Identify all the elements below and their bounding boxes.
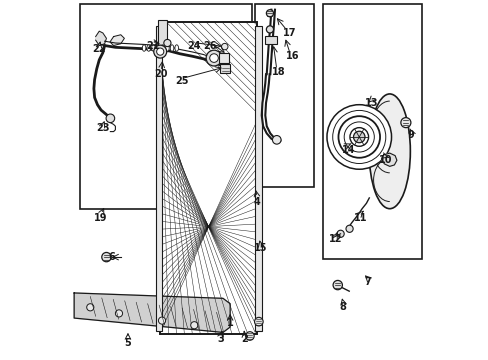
Circle shape (332, 111, 385, 163)
Bar (80, 4, 251, 209)
Circle shape (156, 48, 163, 55)
Text: 11: 11 (354, 213, 367, 222)
Circle shape (349, 128, 368, 146)
Ellipse shape (165, 45, 169, 51)
Text: 3: 3 (217, 333, 224, 343)
Ellipse shape (156, 45, 160, 51)
Text: 12: 12 (328, 234, 342, 244)
Circle shape (86, 304, 94, 311)
Circle shape (106, 114, 115, 123)
Circle shape (272, 135, 281, 144)
Text: 2: 2 (241, 333, 247, 343)
Text: 24: 24 (187, 41, 201, 50)
Circle shape (153, 45, 166, 58)
Circle shape (346, 225, 352, 232)
Circle shape (115, 310, 122, 317)
Ellipse shape (175, 45, 178, 51)
Text: 8: 8 (339, 302, 346, 312)
Text: 7: 7 (364, 277, 371, 287)
Text: 22: 22 (92, 44, 106, 54)
Polygon shape (110, 35, 124, 45)
Text: 16: 16 (285, 51, 299, 61)
Text: 20: 20 (154, 69, 168, 79)
Bar (255, 4, 314, 187)
Bar (323, 4, 421, 259)
Text: 18: 18 (271, 67, 285, 77)
Bar (265, 36, 277, 44)
Circle shape (344, 122, 373, 152)
Text: 21: 21 (146, 41, 160, 50)
Ellipse shape (161, 45, 164, 51)
Polygon shape (381, 153, 396, 166)
Text: 10: 10 (379, 155, 392, 165)
Circle shape (266, 10, 273, 17)
Text: 13: 13 (365, 98, 378, 108)
Text: 23: 23 (96, 123, 109, 133)
Circle shape (353, 131, 364, 143)
Text: 19: 19 (94, 213, 107, 222)
Bar (156, 26, 162, 330)
Circle shape (190, 321, 198, 329)
Circle shape (206, 50, 222, 66)
Ellipse shape (147, 45, 150, 51)
Circle shape (245, 332, 254, 340)
Bar (160, 22, 257, 334)
Polygon shape (96, 31, 106, 45)
Text: 1: 1 (226, 319, 233, 328)
Circle shape (163, 40, 171, 46)
Bar (255, 26, 262, 330)
Circle shape (254, 318, 263, 326)
Text: 25: 25 (175, 76, 188, 86)
Text: 26: 26 (203, 41, 217, 50)
Circle shape (338, 116, 379, 158)
Text: 9: 9 (407, 130, 414, 140)
Circle shape (400, 118, 410, 128)
Polygon shape (74, 293, 230, 332)
Circle shape (158, 317, 165, 324)
Circle shape (102, 252, 111, 262)
Bar (218, 53, 229, 63)
Text: 6: 6 (108, 252, 115, 262)
Circle shape (209, 54, 218, 62)
Text: 4: 4 (253, 197, 260, 207)
Ellipse shape (170, 45, 174, 51)
Circle shape (266, 26, 273, 33)
Text: 15: 15 (253, 243, 267, 253)
Ellipse shape (151, 45, 155, 51)
Ellipse shape (368, 94, 409, 209)
Text: 14: 14 (341, 144, 354, 154)
Text: 17: 17 (282, 28, 295, 38)
Circle shape (326, 105, 391, 169)
Ellipse shape (142, 45, 145, 51)
Circle shape (332, 280, 342, 290)
Bar (220, 64, 230, 73)
Circle shape (336, 230, 344, 237)
Text: 5: 5 (124, 338, 131, 348)
Bar (158, 21, 167, 51)
Circle shape (221, 43, 227, 50)
